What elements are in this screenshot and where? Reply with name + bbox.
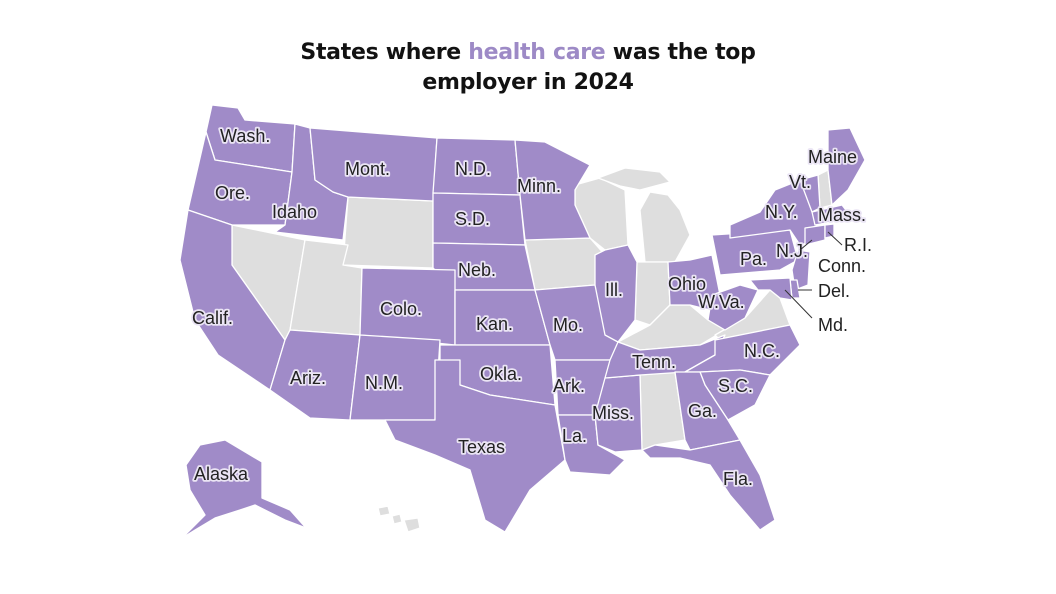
chart-title: States where health care was the top emp… — [0, 38, 1056, 98]
state-texas — [384, 359, 566, 533]
leader-ct — [799, 239, 813, 251]
state-minnesota — [514, 139, 591, 241]
label-id: Idaho — [272, 202, 317, 222]
label-or: Ore. — [215, 183, 250, 203]
state-hawaii-1 — [377, 505, 391, 517]
state-iowa — [524, 237, 606, 291]
label-oh: Ohio — [668, 274, 706, 294]
title-suffix: was the top — [612, 40, 756, 65]
label-ny: N.Y. — [765, 202, 798, 222]
label-mt: Mont. — [345, 159, 390, 179]
label-md: Md. — [818, 315, 848, 335]
label-ct: Conn. — [818, 256, 866, 276]
label-wa: Wash. — [220, 126, 270, 146]
title-line-1: States where health care was the top — [0, 38, 1056, 68]
label-sc: S.C. — [718, 376, 753, 396]
label-ms: Miss. — [592, 403, 634, 423]
label-ri: R.I. — [844, 235, 872, 255]
state-wyoming — [342, 196, 434, 269]
label-ks: Kan. — [476, 314, 513, 334]
state-michigan — [639, 191, 691, 263]
label-mn: Minn. — [517, 176, 561, 196]
label-me: Maine — [808, 147, 857, 167]
label-ca: Calif. — [192, 308, 233, 328]
state-alaska — [181, 439, 307, 539]
state-maryland — [749, 277, 793, 301]
label-sd: S.D. — [455, 209, 490, 229]
label-az: Ariz. — [290, 368, 326, 388]
label-vt: Vt. — [789, 172, 811, 192]
state-georgia — [674, 371, 741, 451]
title-line-2: employer in 2024 — [422, 70, 634, 95]
state-west-virginia — [707, 284, 759, 331]
leader-ri — [827, 231, 843, 246]
label-de: Del. — [818, 281, 850, 301]
label-ne: Neb. — [458, 260, 496, 280]
label-ma: Mass. — [818, 205, 866, 225]
label-nd: N.D. — [455, 159, 491, 179]
state-illinois — [594, 244, 638, 343]
state-vermont — [799, 174, 821, 213]
state-maine — [827, 127, 866, 206]
leader-md — [784, 289, 813, 319]
state-connecticut — [804, 224, 826, 246]
state-massachusetts — [811, 204, 853, 226]
label-ok: Okla. — [480, 364, 522, 384]
label-nm: N.M. — [365, 373, 403, 393]
label-ak: Alaska — [194, 464, 249, 484]
label-co: Colo. — [380, 299, 422, 319]
state-rhode-island — [824, 223, 835, 239]
label-mo: Mo. — [553, 315, 583, 335]
label-tn: Tenn. — [632, 352, 676, 372]
state-hawaii-3 — [403, 517, 421, 533]
label-wv: W.Va. — [698, 292, 745, 312]
label-ar: Ark. — [553, 376, 585, 396]
label-la: La. — [562, 426, 587, 446]
label-tx: Texas — [458, 437, 505, 457]
label-nc: N.C. — [744, 341, 780, 361]
title-highlight: health care — [468, 40, 606, 65]
state-hawaii-2 — [391, 513, 403, 525]
label-il: Ill. — [605, 280, 623, 300]
state-florida — [641, 439, 776, 531]
label-pa: Pa. — [740, 249, 767, 269]
label-ga: Ga. — [688, 401, 717, 421]
title-prefix: States where — [300, 40, 461, 65]
label-fl: Fla. — [723, 469, 753, 489]
label-nj: N.J. — [776, 241, 808, 261]
state-michigan-up — [597, 167, 671, 191]
